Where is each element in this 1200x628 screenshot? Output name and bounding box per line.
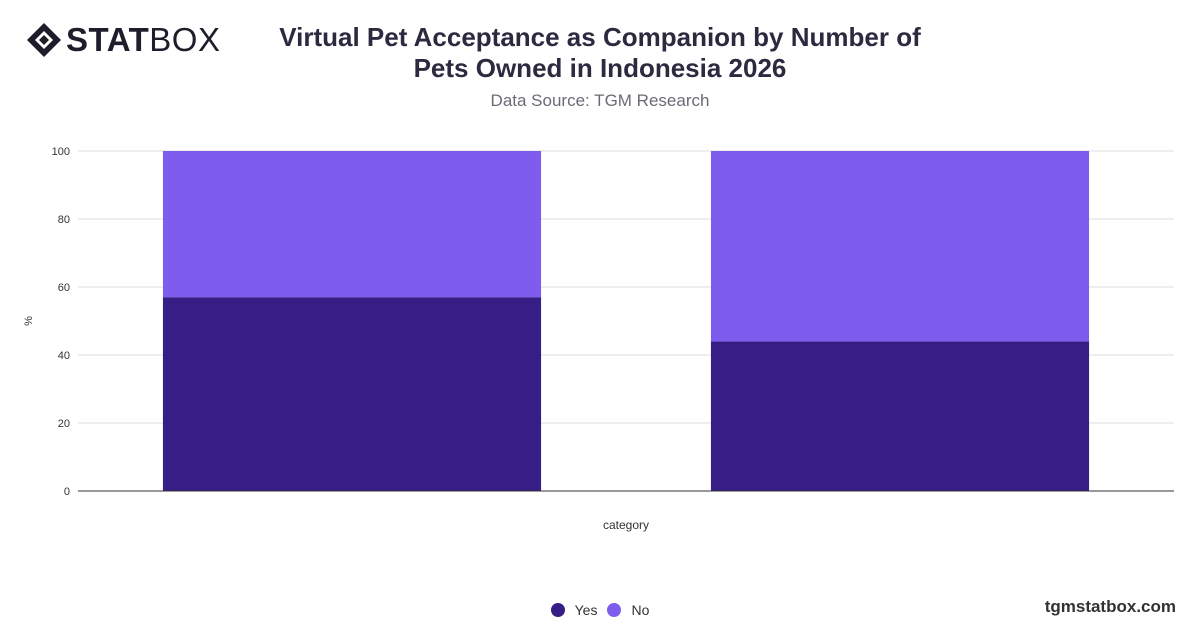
logo-wordmark: STATBOX	[66, 22, 220, 58]
y-tick-label: 60	[58, 282, 70, 294]
chart-legend: Yes No	[0, 602, 1200, 618]
bar-yes-2	[710, 341, 1090, 491]
bar-yes-1	[162, 297, 542, 491]
footer-source-url[interactable]: tgmstatbox.com	[1044, 597, 1176, 616]
y-tick-label: 100	[52, 146, 70, 158]
legend-item-yes[interactable]: Yes	[550, 602, 598, 618]
logo-light-text: BOX	[149, 21, 221, 58]
chart-subtitle: Data Source: TGM Research	[490, 91, 710, 110]
bar-no-2	[710, 151, 1090, 342]
legend-item-no[interactable]: No	[607, 602, 649, 618]
legend-label-no: No	[631, 602, 650, 618]
y-tick-label: 0	[64, 486, 70, 498]
bar-no-1	[162, 151, 542, 298]
legend-label-yes: Yes	[574, 602, 598, 618]
y-tick-label: 40	[58, 350, 70, 362]
statbox-logo: STATBOX	[26, 22, 220, 58]
y-tick-label: 80	[58, 214, 70, 226]
legend-swatch-yes	[550, 603, 565, 617]
x-axis-title: category	[603, 518, 649, 532]
chart-title: Virtual Pet Acceptance as Companion by N…	[250, 22, 950, 84]
statbox-diamond-icon	[27, 23, 61, 57]
y-axis-title: %	[23, 316, 35, 326]
chart-title-line-2: Pets Owned in Indonesia 2026	[413, 53, 787, 83]
legend-swatch-no	[607, 603, 622, 617]
logo-bold-text: STAT	[66, 21, 150, 58]
chart-title-line-1: Virtual Pet Acceptance as Companion by N…	[279, 22, 921, 52]
y-tick-label: 20	[58, 418, 70, 430]
